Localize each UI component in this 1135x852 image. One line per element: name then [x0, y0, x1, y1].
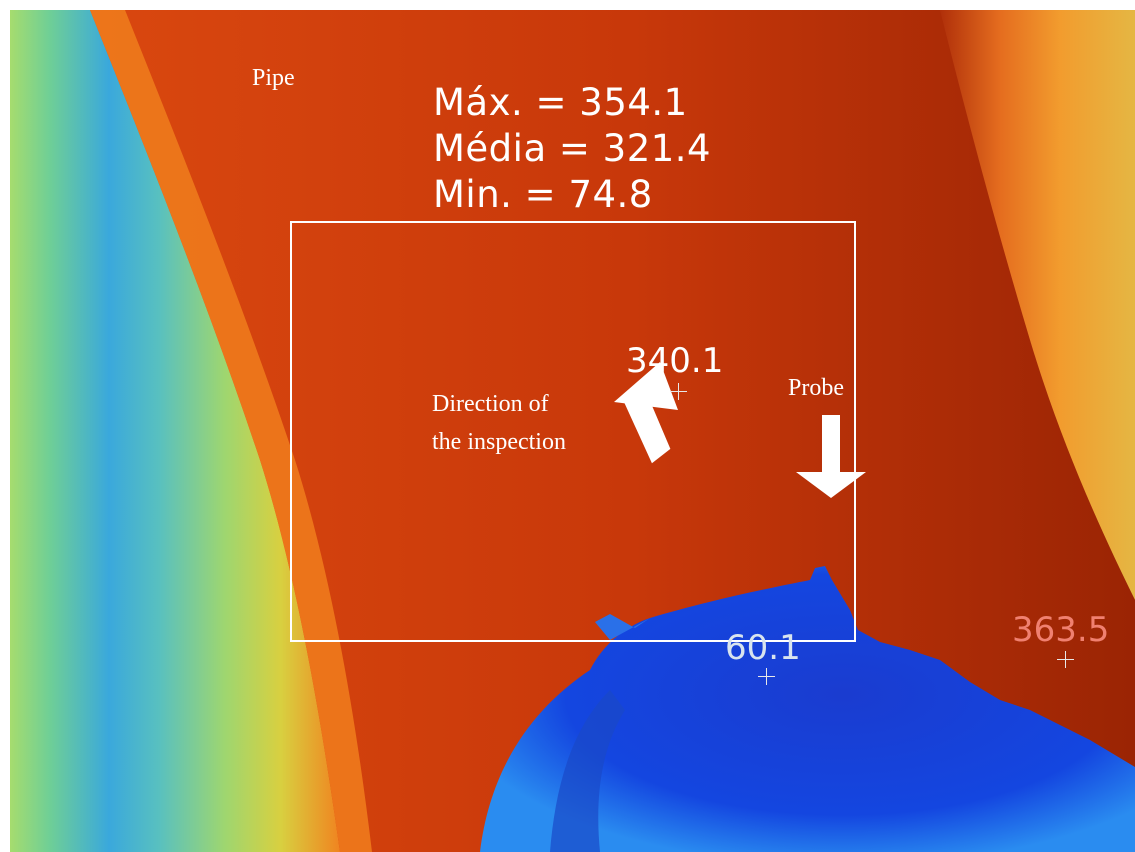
stat-mean: Média = 321.4 [433, 127, 712, 170]
probe-body [480, 566, 1135, 852]
direction-label-line1: Direction of [432, 391, 549, 417]
direction-label-line2: the inspection [432, 429, 566, 455]
reading-probe-tip: 60.1 [725, 628, 801, 668]
roi-rectangle [290, 221, 856, 642]
transition-stripe [90, 10, 372, 852]
probe-label: Probe [788, 375, 844, 401]
reading-center: 340.1 [626, 341, 724, 381]
arrow-down-icon [796, 415, 866, 498]
right-edge-band [940, 10, 1135, 600]
reading-right-edge: 363.5 [1012, 610, 1110, 650]
arrow-up-icon [614, 362, 678, 464]
probe-shade [550, 690, 625, 852]
probe-fragment [595, 614, 650, 640]
stat-max: Máx. = 354.1 [433, 81, 688, 124]
stat-min: Min. = 74.8 [433, 173, 653, 216]
left-cold-band [10, 10, 340, 852]
thermal-image [10, 10, 1135, 852]
crosshair-icon [1057, 651, 1074, 668]
thermal-scene [10, 10, 1135, 852]
crosshair-icon [670, 383, 687, 400]
crosshair-icon [758, 668, 775, 685]
pipe-label: Pipe [252, 65, 295, 91]
